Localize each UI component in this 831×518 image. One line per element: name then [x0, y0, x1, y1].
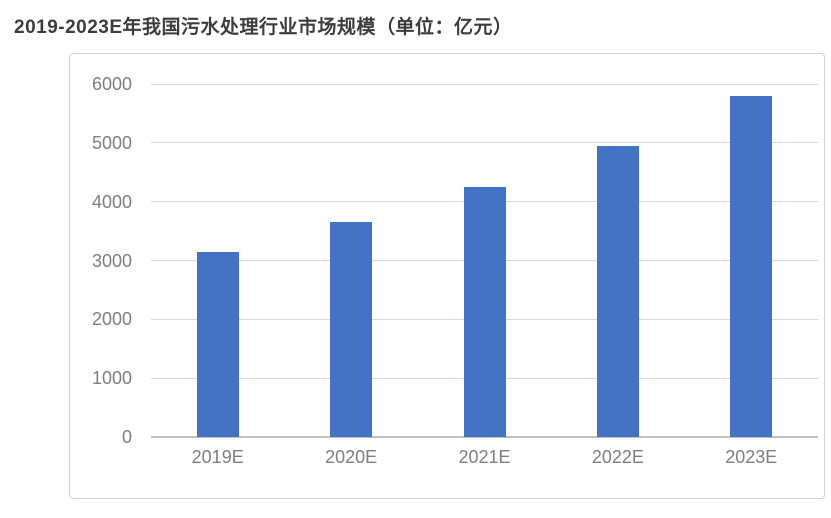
x-tick-label: 2019E	[191, 447, 244, 467]
y-tick-label: 3000	[91, 250, 132, 271]
chart-title: 2019-2023E年我国污水处理行业市场规模（单位：亿元）	[14, 17, 513, 38]
x-tick-label: 2020E	[325, 447, 378, 467]
chart-frame: 0 1000 2000 3000 4000 5000 6000 2019E 2020E 2021E…	[69, 53, 825, 499]
x-tick-label: 2023E	[725, 447, 778, 467]
gridline	[151, 142, 818, 144]
bar-2021E	[463, 186, 506, 437]
y-tick-label: 2000	[91, 309, 132, 330]
bar-2022E	[596, 145, 639, 437]
x-axis-line	[151, 436, 818, 438]
y-tick-label: 0	[121, 427, 132, 447]
y-tick-label: 6000	[91, 74, 132, 94]
bar-2019E	[196, 251, 239, 437]
x-tick-label: 2021E	[458, 447, 511, 467]
y-tick-label: 5000	[91, 132, 132, 153]
bar-2023E	[730, 95, 773, 437]
y-tick-label: 4000	[91, 191, 132, 212]
plot-area	[151, 83, 818, 438]
bar-2020E	[330, 222, 373, 437]
gridline	[151, 83, 818, 85]
x-tick-label: 2022E	[591, 447, 644, 467]
y-tick-label: 1000	[91, 368, 132, 389]
